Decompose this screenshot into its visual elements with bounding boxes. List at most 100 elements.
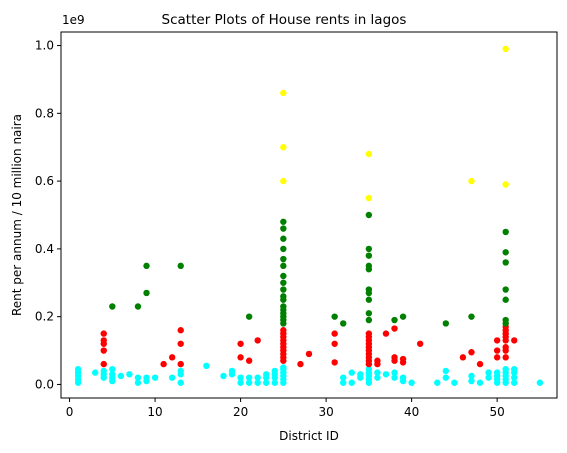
point-s2-44 [502, 249, 509, 256]
point-s1-6 [168, 354, 176, 361]
point-s2-5 [245, 313, 253, 320]
point-s0-64 [399, 374, 407, 381]
point-s2-18 [280, 255, 287, 263]
point-s1-13 [254, 337, 261, 344]
point-s0-32 [254, 379, 261, 386]
point-s1-44 [391, 325, 398, 332]
x-tick-label-0: 0 [66, 405, 74, 419]
point-s0-65 [408, 379, 415, 386]
point-s3-1 [280, 144, 287, 151]
point-s2-15 [280, 279, 287, 286]
point-s1-23 [280, 327, 287, 334]
point-s1-8 [177, 340, 184, 347]
point-s2-41 [502, 296, 509, 303]
point-s1-1 [100, 347, 107, 354]
point-s1-54 [502, 354, 509, 361]
point-s1-50 [476, 360, 484, 368]
point-s3-2 [280, 89, 287, 97]
point-s3-6 [502, 181, 509, 188]
point-s1-24 [297, 360, 304, 368]
point-s0-24 [203, 362, 210, 370]
y-tick-label-4: 0.8 [35, 106, 54, 120]
point-s0-88 [536, 379, 544, 386]
y-tick-label-5: 1.0 [35, 39, 54, 53]
point-s2-42 [502, 286, 509, 293]
point-s1-51 [493, 354, 501, 361]
point-s0-61 [391, 374, 398, 381]
point-s0-16 [134, 374, 142, 381]
point-s1-53 [493, 337, 501, 344]
y-tick-label-0: 0.0 [35, 377, 54, 391]
point-s0-5 [92, 369, 99, 376]
point-s0-12 [109, 365, 116, 373]
point-s0-48 [340, 374, 347, 381]
point-s2-43 [502, 259, 509, 266]
x-tick-label-2: 20 [233, 405, 248, 419]
point-s2-27 [365, 296, 373, 303]
point-s0-18 [143, 374, 150, 381]
x-axis-label: District ID [279, 429, 339, 443]
x-tick-label-5: 50 [489, 405, 504, 419]
point-s2-11 [280, 303, 287, 310]
point-s1-11 [237, 340, 244, 347]
point-s2-35 [391, 316, 398, 324]
point-s0-69 [451, 379, 458, 386]
point-s0-15 [134, 379, 142, 386]
point-s2-25 [365, 316, 373, 324]
point-s0-85 [511, 374, 518, 381]
point-s1-38 [365, 330, 373, 337]
point-s1-46 [399, 355, 407, 363]
point-s2-32 [365, 252, 373, 259]
y-tick-label-2: 0.4 [35, 242, 54, 256]
y-tick-label-3: 0.6 [35, 174, 54, 188]
point-s0-20 [168, 374, 176, 381]
point-s0-73 [485, 374, 492, 381]
point-s0-23 [177, 367, 184, 375]
point-s1-52 [493, 347, 501, 354]
point-s0-33 [254, 374, 261, 381]
x-tick-label-3: 30 [318, 405, 333, 419]
point-s2-13 [280, 293, 287, 300]
point-s1-25 [305, 350, 313, 358]
point-s2-2 [143, 289, 150, 297]
point-s0-58 [374, 374, 381, 381]
point-s0-66 [434, 379, 441, 386]
point-s0-34 [263, 379, 270, 386]
point-s2-24 [340, 320, 347, 327]
point-s2-33 [365, 245, 373, 253]
ticks-layer: 0 10 20 30 40 50 0.0 0.2 0.4 0.6 0.8 1.0 [35, 39, 505, 419]
point-s0-31 [245, 374, 253, 381]
point-s1-27 [331, 340, 338, 347]
point-s0-28 [237, 379, 244, 386]
point-s0-49 [348, 379, 355, 386]
point-s0-57 [365, 365, 373, 373]
point-s1-7 [177, 360, 184, 368]
point-s3-5 [468, 177, 475, 185]
point-s1-5 [160, 360, 167, 368]
point-s1-62 [511, 337, 518, 344]
point-s0-71 [468, 372, 475, 380]
point-s2-22 [280, 218, 287, 225]
point-s2-26 [365, 310, 373, 317]
point-s0-78 [493, 369, 501, 376]
point-s1-43 [391, 354, 398, 361]
point-s0-8 [100, 367, 107, 375]
point-s0-52 [357, 371, 364, 378]
point-s0-59 [374, 369, 381, 376]
point-s3-7 [502, 45, 509, 53]
point-s2-19 [280, 245, 287, 253]
point-s0-37 [271, 379, 278, 386]
point-s0-70 [468, 377, 475, 385]
y-axis-label: Rent per annum / 10 million naira [10, 114, 24, 316]
point-s2-40 [502, 316, 509, 324]
point-s2-4 [177, 262, 184, 270]
point-s2-37 [442, 320, 450, 327]
point-s1-47 [416, 340, 424, 347]
point-s1-0 [100, 360, 107, 368]
point-s0-36 [263, 371, 270, 378]
point-s2-34 [365, 211, 373, 219]
chart-title: Scatter Plots of House rents in lagos [162, 12, 407, 28]
x-tick-label-4: 40 [404, 405, 419, 419]
point-s2-17 [280, 262, 287, 270]
